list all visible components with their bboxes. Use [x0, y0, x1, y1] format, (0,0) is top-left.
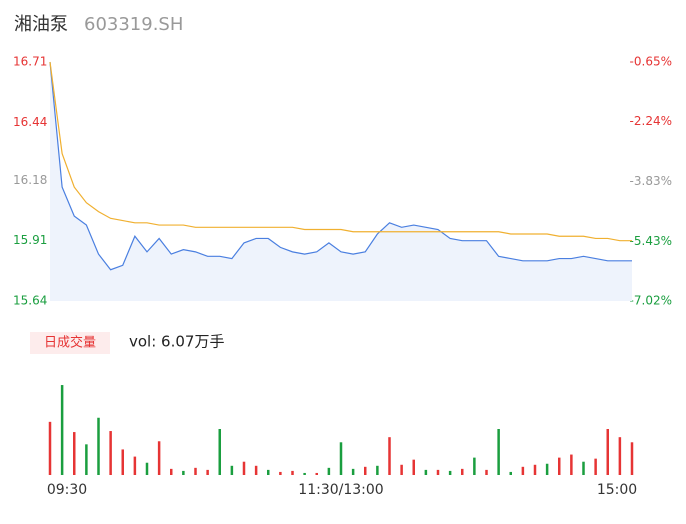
volume-bar [412, 459, 415, 475]
price-area [50, 62, 632, 301]
volume-bar [570, 454, 573, 475]
volume-bar [400, 464, 403, 475]
volume-bar [194, 467, 197, 475]
volume-bar [279, 471, 282, 475]
line-price [49, 61, 632, 271]
y2-tick-label: -5.43% [630, 234, 672, 248]
volume-bar [618, 437, 622, 475]
volume-bar [133, 456, 137, 475]
volume-bar [558, 457, 561, 475]
y2-tick-label: -3.83% [630, 174, 672, 188]
volume-bar [376, 465, 379, 475]
volume-bar [242, 461, 246, 475]
line-average [49, 61, 632, 242]
volume-bar [594, 458, 597, 475]
volume-bar [497, 429, 500, 475]
y-tick-label: 16.71 [13, 55, 47, 69]
volume-bar [303, 472, 306, 475]
volume-bar [448, 470, 452, 475]
chart-subtitle: 603319.SH [84, 14, 183, 35]
volume-bar [109, 431, 112, 475]
volume-bar [521, 466, 525, 475]
chart-title: 湘油泵 [14, 14, 68, 35]
y2-tick-label: -0.65% [630, 55, 672, 69]
volume-bar [230, 465, 234, 475]
y-tick-label: 15.64 [13, 294, 47, 308]
y-tick-label: 16.44 [13, 115, 47, 129]
volume-bar [630, 442, 634, 475]
volume-bar [206, 469, 209, 475]
volume-bar [424, 469, 428, 475]
volume-bar [485, 469, 488, 475]
volume-bar [473, 457, 476, 475]
volume-bar [533, 464, 537, 475]
volume-label: vol: 6.07万手 [129, 333, 224, 351]
volume-bar [73, 432, 76, 475]
volume-bar [97, 417, 100, 475]
x-tick-label: 09:30 [47, 482, 87, 498]
volume-bar [157, 441, 161, 475]
volume-bar [461, 468, 464, 475]
volume-bar [267, 469, 270, 475]
volume-bar [364, 466, 367, 475]
volume-bar [351, 468, 355, 475]
y-tick-label: 16.18 [13, 173, 47, 187]
volume-title: 日成交量 [44, 335, 96, 351]
volume-bar [48, 421, 52, 475]
volume-bar [145, 462, 149, 475]
volume-bar [182, 470, 185, 475]
volume-bar [218, 429, 221, 475]
y2-tick-label: -7.02% [630, 294, 672, 308]
volume-bar [60, 385, 64, 475]
volume-bar [339, 442, 343, 475]
volume-bar [388, 437, 391, 475]
y-tick-label: 15.91 [13, 233, 47, 247]
volume-bar [582, 461, 585, 475]
volume-bar [85, 444, 88, 475]
x-tick-label: 11:30/13:00 [298, 482, 383, 498]
volume-bar [436, 469, 440, 475]
volume-bar [327, 467, 331, 475]
volume-bar [291, 470, 294, 475]
y2-tick-label: -2.24% [630, 114, 672, 128]
volume-bar [121, 449, 124, 475]
volume-badge [30, 332, 110, 354]
volume-bar [170, 468, 173, 475]
volume-bar [509, 471, 512, 475]
volume-bar [545, 463, 549, 475]
volume-bar [315, 472, 318, 475]
volume-bar [254, 465, 258, 475]
volume-bar [606, 429, 609, 475]
x-tick-label: 15:00 [597, 482, 637, 498]
